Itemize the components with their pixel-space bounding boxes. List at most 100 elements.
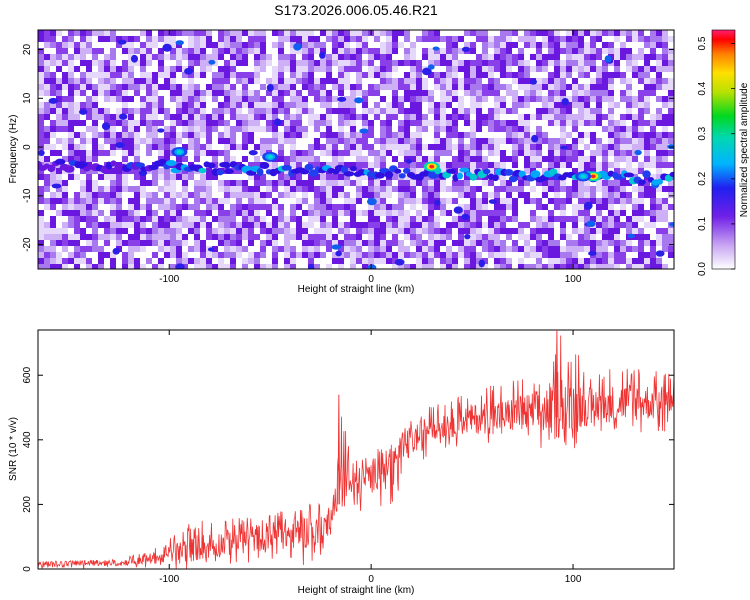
heatmap-cell <box>98 126 105 133</box>
heatmap-cell <box>488 240 495 247</box>
heatmap-cell <box>104 48 111 55</box>
heatmap-cell <box>290 180 297 187</box>
heatmap-cell <box>140 210 147 217</box>
heatmap-cell <box>164 120 171 127</box>
heatmap-cell <box>572 240 579 247</box>
heatmap-cell <box>662 126 669 133</box>
heatmap-cell <box>452 90 459 97</box>
heatmap-cell <box>140 144 147 151</box>
heatmap-cell <box>104 102 111 109</box>
heatmap-cell <box>398 186 405 193</box>
heatmap-cell <box>578 60 585 67</box>
heatmap-cell <box>458 48 465 55</box>
heatmap-cell <box>584 36 591 43</box>
heatmap-cell <box>62 246 69 253</box>
heatmap-cell <box>416 228 423 235</box>
heatmap-cell <box>560 108 567 115</box>
heatmap-cell <box>314 234 321 241</box>
heatmap-cell <box>266 204 273 211</box>
heatmap-cell <box>302 192 309 199</box>
heatmap-cell <box>584 48 591 55</box>
heatmap-cell <box>422 72 429 79</box>
heatmap-cell <box>350 216 357 223</box>
heatmap-cell <box>596 120 603 127</box>
heatmap-cell <box>80 30 87 37</box>
heatmap-cell <box>350 132 357 139</box>
heatmap-cell <box>212 252 219 259</box>
heatmap-cell <box>56 210 63 217</box>
heatmap-cell <box>74 144 81 151</box>
heatmap-cell <box>326 48 333 55</box>
heatmap-cell <box>302 180 309 187</box>
heatmap-cell <box>134 204 141 211</box>
heatmap-cell <box>170 246 177 253</box>
heatmap-cell <box>320 102 327 109</box>
heatmap-cell <box>206 66 213 73</box>
heatmap-cell <box>494 102 501 109</box>
heatmap-cell <box>572 54 579 61</box>
heatmap-cell <box>320 132 327 139</box>
heatmap-cell <box>260 132 267 139</box>
heatmap-cell <box>62 240 69 247</box>
heatmap-cell <box>626 78 633 85</box>
heatmap-cell <box>482 156 489 163</box>
heatmap-cell <box>458 210 465 217</box>
heatmap-cell <box>620 258 627 265</box>
heatmap-cell <box>200 126 207 133</box>
heatmap-cell <box>218 102 225 109</box>
heatmap-cell <box>458 150 465 157</box>
heatmap-cell <box>554 258 561 265</box>
heatmap-cell <box>272 264 279 269</box>
heatmap-cell <box>590 264 597 269</box>
heatmap-cell <box>272 42 279 49</box>
heatmap-cell <box>614 258 621 265</box>
heatmap-cell <box>182 198 189 205</box>
colorbar-tick-label: 0.4 <box>697 81 708 95</box>
heatmap-cell <box>206 36 213 43</box>
heatmap-cell <box>524 240 531 247</box>
heatmap-cell <box>110 186 117 193</box>
heatmap-cell <box>386 84 393 91</box>
heatmap-cell <box>476 42 483 49</box>
heatmap-cell <box>338 156 345 163</box>
heatmap-cell <box>386 216 393 223</box>
heatmap-cell <box>308 42 315 49</box>
heatmap-cell <box>584 240 591 247</box>
heatmap-cell <box>392 48 399 55</box>
heatmap-cell <box>572 228 579 235</box>
heatmap-cell <box>98 174 105 181</box>
heatmap-cell <box>416 168 423 175</box>
heatmap-cell <box>50 108 57 115</box>
heatmap-cell <box>440 264 447 269</box>
heatmap-cell <box>104 216 111 223</box>
heatmap-cell <box>512 108 519 115</box>
heatmap-cell <box>74 48 81 55</box>
heatmap-cell <box>284 174 291 181</box>
heatmap-cell <box>410 228 417 235</box>
heatmap-cell <box>308 186 315 193</box>
heatmap-cell <box>134 246 141 253</box>
heatmap-cell <box>104 204 111 211</box>
heatmap-cell <box>620 228 627 235</box>
ridge-mark <box>259 161 270 170</box>
heatmap-cell <box>254 162 261 169</box>
heatmap-cell <box>116 120 123 127</box>
heatmap-cell <box>164 246 171 253</box>
heatmap-cell <box>446 186 453 193</box>
heatmap-cell <box>428 60 435 67</box>
heatmap-cell <box>650 156 657 163</box>
heatmap-cell <box>668 186 674 193</box>
heatmap-cell <box>368 246 375 253</box>
heatmap-cell <box>314 102 321 109</box>
heatmap-cell <box>566 234 573 241</box>
heatmap-cell <box>536 252 543 259</box>
heatmap-cell <box>254 78 261 85</box>
heatmap-cell <box>86 78 93 85</box>
heatmap-cell <box>62 108 69 115</box>
heatmap-cell <box>302 246 309 253</box>
heatmap-cell <box>176 54 183 61</box>
heatmap-cell <box>530 252 537 259</box>
heatmap-cell <box>182 264 189 269</box>
heatmap-cell <box>284 120 291 127</box>
heatmap-cell <box>572 144 579 151</box>
